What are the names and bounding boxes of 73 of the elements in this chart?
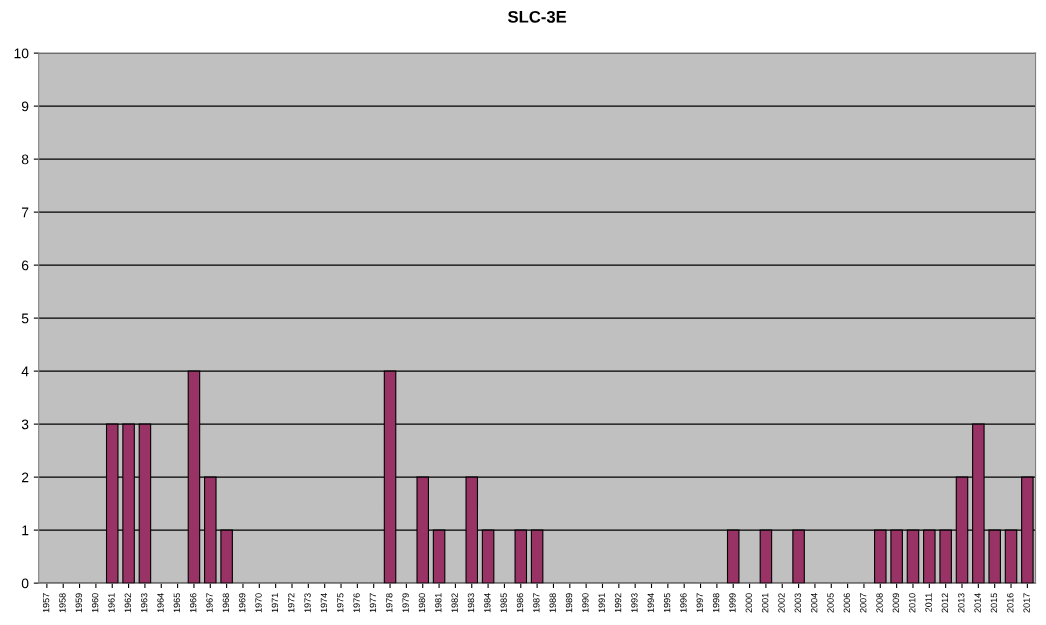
- x-tick-label: 2009: [892, 593, 900, 613]
- x-tick-label: 1989: [565, 593, 573, 613]
- x-tick-label: 1987: [533, 593, 540, 613]
- y-tick-label: 6: [21, 260, 29, 271]
- y-tick-label: 2: [21, 472, 29, 483]
- x-tick-label: 2007: [859, 593, 867, 613]
- y-tick-label: 1: [22, 525, 29, 536]
- x-tick-label: 1971: [271, 593, 279, 613]
- x-tick-label: 1961: [108, 593, 115, 613]
- x-tick-label: 2006: [843, 593, 851, 613]
- x-tick-label: 2008: [876, 593, 883, 613]
- x-tick-label: 1967: [206, 593, 213, 613]
- y-tick-label: 3: [21, 419, 29, 430]
- chart-title: SLC-3E: [507, 10, 567, 23]
- x-tick-label: 1994: [647, 593, 654, 613]
- x-tick-label: 1985: [500, 593, 507, 613]
- x-tick-label: 1981: [435, 593, 442, 613]
- x-tick-label: 2010: [909, 593, 916, 613]
- x-tick-label: 1983: [467, 593, 475, 613]
- x-tick-label: 2001: [761, 593, 769, 613]
- x-tick-label: 1982: [451, 593, 458, 613]
- x-tick-label: 2005: [827, 593, 834, 613]
- x-tick-label: 1957: [42, 593, 50, 613]
- x-tick-label: 1986: [516, 593, 524, 613]
- x-tick-label: 1978: [386, 593, 393, 613]
- x-tick-label: 1990: [582, 593, 589, 613]
- y-tick-label: 9: [21, 101, 29, 112]
- x-tick-label: 2012: [941, 593, 949, 613]
- x-tick-label: 2014: [974, 593, 981, 613]
- x-tick-label: 2013: [958, 593, 965, 613]
- x-tick-label: 2004: [810, 593, 818, 613]
- x-tick-label: 2000: [745, 593, 752, 613]
- x-tick-label: 2003: [794, 593, 802, 613]
- y-tick-label: 5: [21, 313, 29, 324]
- x-tick-label: 1959: [75, 593, 82, 613]
- y-tick-label: 8: [21, 154, 29, 165]
- x-tick-label: 1979: [402, 593, 409, 613]
- x-tick-label: 1965: [173, 593, 181, 613]
- x-tick-label: 1998: [712, 593, 720, 613]
- y-tick-label: 7: [21, 207, 29, 218]
- x-tick-label: 1972: [288, 593, 295, 613]
- x-tick-label: 1966: [189, 593, 197, 613]
- x-tick-label: 1968: [222, 593, 230, 613]
- x-tick-label: 1997: [696, 593, 703, 613]
- x-tick-label: 1988: [549, 593, 556, 613]
- x-tick-label: 1963: [140, 593, 148, 613]
- x-tick-label: 1974: [320, 593, 328, 613]
- x-tick-label: 2016: [1007, 593, 1014, 613]
- x-tick-label: 2017: [1023, 593, 1030, 613]
- y-tick-label: 0: [21, 578, 29, 589]
- x-tick-label: 1976: [353, 593, 360, 613]
- x-tick-label: 1958: [59, 593, 66, 613]
- x-tick-label: 1977: [369, 593, 377, 613]
- x-tick-label: 1995: [663, 593, 671, 613]
- x-tick-label: 2011: [925, 593, 932, 612]
- x-tick-label: 1964: [157, 593, 164, 613]
- x-tick-label: 1980: [418, 593, 426, 613]
- y-tick-label: 4: [21, 366, 29, 377]
- x-tick-label: 1992: [614, 593, 622, 613]
- y-tick-label: 10: [14, 48, 29, 59]
- x-tick-label: 1960: [91, 593, 99, 613]
- x-tick-label: 2002: [778, 593, 785, 613]
- x-tick-label: 1973: [304, 593, 311, 613]
- x-tick-label: 1975: [337, 593, 344, 613]
- x-tick-label: 1962: [124, 593, 131, 613]
- x-tick-label: 1999: [729, 593, 736, 613]
- x-tick-label: 1993: [631, 593, 638, 613]
- x-tick-label: 2015: [990, 593, 998, 613]
- x-tick-label: 1991: [598, 593, 605, 613]
- x-tick-label: 1969: [239, 593, 246, 613]
- x-tick-label: 1996: [680, 593, 687, 613]
- x-tick-label: 1970: [255, 593, 262, 613]
- x-tick-label: 1984: [484, 593, 491, 613]
